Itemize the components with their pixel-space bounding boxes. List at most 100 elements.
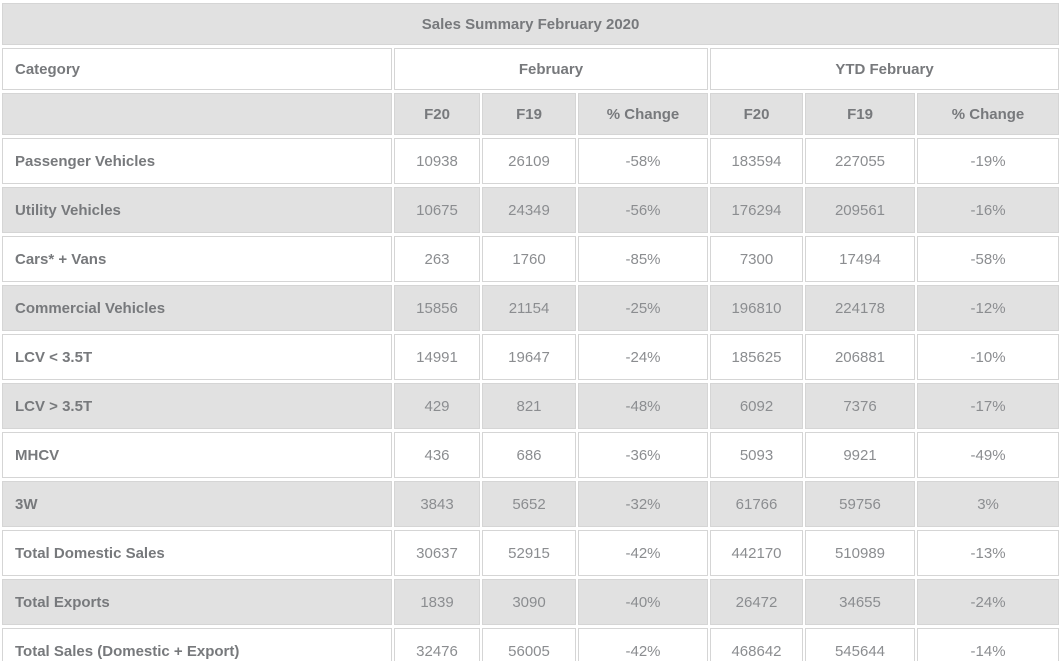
cell-feb-change: -36% — [578, 432, 708, 478]
cell-feb-f19: 3090 — [482, 579, 576, 625]
table-row: Passenger Vehicles 10938 26109 -58% 183594 22… — [2, 138, 1060, 184]
col-header-feb-f20: F20 — [394, 93, 480, 135]
cell-ytd-change: -19% — [917, 138, 1060, 184]
cell-ytd-f20: 7300 — [710, 236, 803, 282]
cell-feb-f19: 24349 — [482, 187, 576, 233]
table-row: Utility Vehicles 10675 24349 -56% 176294 2095… — [2, 187, 1060, 233]
col-header-category: Category — [2, 48, 392, 90]
table-row: LCV > 3.5T 429 821 -48% 6092 7376 -17% — [2, 383, 1060, 429]
cell-feb-f19: 686 — [482, 432, 576, 478]
cell-ytd-f19: 7376 — [805, 383, 915, 429]
cell-ytd-f19: 206881 — [805, 334, 915, 380]
cell-ytd-f19: 224178 — [805, 285, 915, 331]
col-header-ytd-f20: F20 — [710, 93, 803, 135]
sub-header-row: F20 F19 % Change F20 F19 % Change — [2, 93, 1060, 135]
col-header-ytd-f19: F19 — [805, 93, 915, 135]
cell-feb-f20: 10675 — [394, 187, 480, 233]
cell-ytd-f20: 176294 — [710, 187, 803, 233]
cell-ytd-f19: 510989 — [805, 530, 915, 576]
table-row: Total Exports 1839 3090 -40% 26472 34655 -24% — [2, 579, 1060, 625]
row-category-label: Total Domestic Sales — [2, 530, 392, 576]
cell-ytd-change: -58% — [917, 236, 1060, 282]
cell-ytd-change: -16% — [917, 187, 1060, 233]
cell-feb-change: -32% — [578, 481, 708, 527]
cell-ytd-f19: 17494 — [805, 236, 915, 282]
row-category-label: MHCV — [2, 432, 392, 478]
cell-feb-f19: 19647 — [482, 334, 576, 380]
cell-feb-f20: 3843 — [394, 481, 480, 527]
cell-ytd-f20: 5093 — [710, 432, 803, 478]
cell-feb-f19: 5652 — [482, 481, 576, 527]
cell-feb-f20: 1839 — [394, 579, 480, 625]
cell-feb-f20: 429 — [394, 383, 480, 429]
row-category-label: Commercial Vehicles — [2, 285, 392, 331]
table-row: Commercial Vehicles 15856 21154 -25% 196810 2… — [2, 285, 1060, 331]
cell-feb-change: -25% — [578, 285, 708, 331]
cell-feb-f19: 1760 — [482, 236, 576, 282]
cell-feb-change: -58% — [578, 138, 708, 184]
row-category-label: Cars* + Vans — [2, 236, 392, 282]
cell-feb-f20: 14991 — [394, 334, 480, 380]
row-category-label: Utility Vehicles — [2, 187, 392, 233]
row-category-label: Total Sales (Domestic + Export) — [2, 628, 392, 661]
cell-ytd-f20: 6092 — [710, 383, 803, 429]
cell-ytd-change: -24% — [917, 579, 1060, 625]
cell-feb-f19: 821 — [482, 383, 576, 429]
table-row: Cars* + Vans 263 1760 -85% 7300 17494 -58% — [2, 236, 1060, 282]
row-category-label: Total Exports — [2, 579, 392, 625]
table-row: Total Sales (Domestic + Export) 32476 5600… — [2, 628, 1060, 661]
row-category-label: 3W — [2, 481, 392, 527]
cell-ytd-change: -17% — [917, 383, 1060, 429]
cell-ytd-f20: 196810 — [710, 285, 803, 331]
cell-ytd-f20: 442170 — [710, 530, 803, 576]
cell-ytd-f20: 468642 — [710, 628, 803, 661]
table-title-row: Sales Summary February 2020 — [2, 3, 1060, 45]
cell-ytd-f19: 34655 — [805, 579, 915, 625]
cell-ytd-f20: 61766 — [710, 481, 803, 527]
cell-feb-change: -42% — [578, 530, 708, 576]
col-group-ytd-february: YTD February — [710, 48, 1060, 90]
cell-ytd-f20: 183594 — [710, 138, 803, 184]
cell-feb-change: -56% — [578, 187, 708, 233]
col-header-feb-change: % Change — [578, 93, 708, 135]
cell-feb-f20: 436 — [394, 432, 480, 478]
row-category-label: LCV > 3.5T — [2, 383, 392, 429]
cell-feb-change: -42% — [578, 628, 708, 661]
table-row: Total Domestic Sales 30637 52915 -42% 442170… — [2, 530, 1060, 576]
col-header-feb-f19: F19 — [482, 93, 576, 135]
table-title: Sales Summary February 2020 — [2, 3, 1060, 45]
cell-ytd-change: -10% — [917, 334, 1060, 380]
cell-ytd-change: -13% — [917, 530, 1060, 576]
cell-ytd-f19: 227055 — [805, 138, 915, 184]
column-group-row: Category February YTD February — [2, 48, 1060, 90]
cell-ytd-f20: 185625 — [710, 334, 803, 380]
table-row: 3W 3843 5652 -32% 61766 59756 3% — [2, 481, 1060, 527]
cell-feb-f19: 56005 — [482, 628, 576, 661]
col-group-february: February — [394, 48, 708, 90]
cell-ytd-f19: 545644 — [805, 628, 915, 661]
cell-ytd-change: -12% — [917, 285, 1060, 331]
cell-feb-change: -24% — [578, 334, 708, 380]
cell-ytd-change: -14% — [917, 628, 1060, 661]
cell-feb-f20: 32476 — [394, 628, 480, 661]
cell-feb-f19: 21154 — [482, 285, 576, 331]
cell-feb-f20: 10938 — [394, 138, 480, 184]
cell-ytd-change: 3% — [917, 481, 1060, 527]
cell-ytd-f20: 26472 — [710, 579, 803, 625]
col-header-ytd-change: % Change — [917, 93, 1060, 135]
cell-feb-f19: 52915 — [482, 530, 576, 576]
col-header-spacer — [2, 93, 392, 135]
cell-feb-change: -40% — [578, 579, 708, 625]
table-row: MHCV 436 686 -36% 5093 9921 -49% — [2, 432, 1060, 478]
row-category-label: Passenger Vehicles — [2, 138, 392, 184]
table-row: LCV < 3.5T 14991 19647 -24% 185625 206881 -10% — [2, 334, 1060, 380]
cell-feb-f20: 30637 — [394, 530, 480, 576]
cell-ytd-f19: 209561 — [805, 187, 915, 233]
cell-feb-f20: 15856 — [394, 285, 480, 331]
cell-ytd-f19: 59756 — [805, 481, 915, 527]
row-category-label: LCV < 3.5T — [2, 334, 392, 380]
cell-ytd-f19: 9921 — [805, 432, 915, 478]
cell-feb-f20: 263 — [394, 236, 480, 282]
